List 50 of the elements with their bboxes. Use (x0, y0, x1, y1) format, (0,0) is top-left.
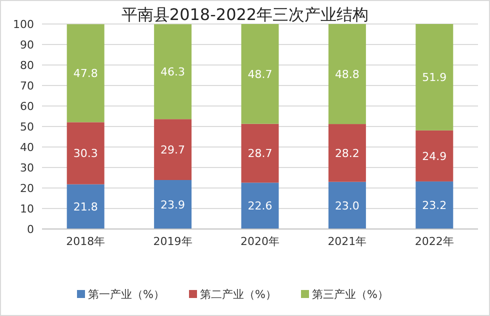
data-label: 51.9 (422, 71, 447, 84)
bar (241, 182, 279, 229)
data-label: 47.8 (73, 67, 98, 80)
y-tick-label: 50 (20, 120, 34, 134)
data-label: 23.0 (334, 199, 360, 212)
data-label: 23.9 (160, 198, 186, 212)
y-tick-label: 30 (20, 161, 34, 174)
data-label: 48.7 (248, 68, 272, 81)
bar (66, 24, 104, 122)
bar (66, 184, 104, 229)
y-tick-label: 70 (20, 79, 34, 92)
data-label: 48.8 (334, 68, 360, 81)
y-tick-label: 60 (20, 100, 34, 113)
bar (328, 182, 366, 229)
data-label: 30.3 (73, 147, 98, 160)
bar (154, 180, 192, 229)
data-label: 28.2 (334, 146, 360, 160)
x-tick-label: 2020年 (240, 235, 280, 248)
y-tick-label: 80 (20, 58, 34, 72)
bar (416, 24, 454, 130)
x-tick-label: 2022年 (414, 235, 454, 248)
y-tick-label: 10 (20, 202, 34, 216)
y-tick-label: 100 (13, 18, 34, 31)
bar (154, 24, 192, 120)
x-tick-label: 2019年 (153, 235, 192, 248)
data-label: 21.8 (73, 200, 98, 214)
bar (416, 181, 454, 229)
data-label: 46.3 (160, 66, 186, 79)
bar (66, 122, 104, 184)
x-tick-label: 2021年 (328, 235, 367, 248)
legend-label: 第三产业（%） (312, 288, 388, 301)
data-label: 23.2 (422, 199, 447, 212)
data-label: 22.6 (248, 200, 272, 213)
data-label: 29.7 (160, 143, 186, 156)
y-tick-label: 20 (20, 182, 34, 195)
bar (416, 130, 454, 182)
bar (241, 24, 279, 124)
bar (328, 124, 366, 182)
legend-label: 第一产业（%） (88, 288, 164, 301)
bar (154, 119, 192, 180)
bar (241, 124, 279, 183)
bar (328, 24, 366, 124)
y-tick-label: 40 (20, 140, 34, 154)
x-tick-label: 2018年 (66, 235, 106, 248)
chart-title: 平南县2018-2022年三次产业结构 (121, 5, 369, 24)
y-tick-label: 90 (20, 38, 34, 52)
data-label: 28.7 (248, 147, 272, 160)
data-label: 24.9 (422, 150, 447, 163)
legend-label: 第二产业（%） (200, 288, 276, 301)
y-tick-label: 0 (27, 222, 34, 236)
